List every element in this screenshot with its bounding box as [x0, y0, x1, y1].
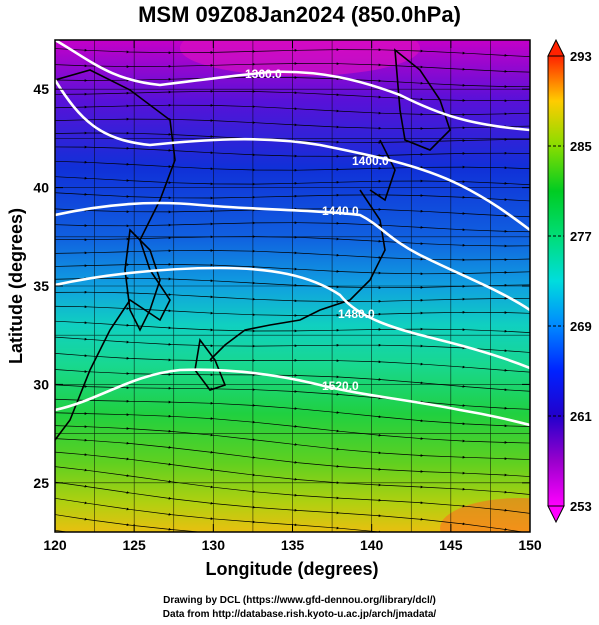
x-tick-label: 125 [122, 537, 146, 553]
contour-1480 [55, 266, 530, 370]
contour-1360 [55, 40, 530, 132]
colorbar-label: 253 [570, 499, 592, 514]
x-tick-label: 150 [518, 537, 542, 553]
streamline [55, 62, 530, 73]
map-title: MSM 09Z08Jan2024 (850.0hPa) [138, 2, 461, 27]
contour-label-1520: 1520.0 [322, 379, 359, 393]
streamline [55, 103, 530, 117]
y-tick-label: 35 [33, 278, 49, 294]
contour-1400 [55, 79, 530, 232]
streamline [55, 192, 530, 202]
contour-label-1480: 1480.0 [338, 307, 375, 321]
streamline [55, 145, 530, 158]
streamline [55, 336, 530, 353]
streamline [55, 320, 530, 333]
streamline [55, 290, 530, 303]
streamline [55, 176, 530, 186]
y-tick-label: 40 [33, 180, 49, 196]
x-tick-label: 135 [281, 537, 305, 553]
colorbar-label: 277 [570, 229, 592, 244]
colorbar: 253 261 269 277 285 293 [547, 38, 592, 524]
streamline [55, 353, 530, 373]
streamline [55, 221, 530, 233]
x-tick-label: 120 [43, 537, 67, 553]
streamline [55, 117, 530, 130]
y-axis-label: Latitude (degrees) [6, 208, 26, 364]
streamline [55, 249, 530, 262]
y-tick-label: 30 [33, 376, 49, 392]
x-tick-label: 130 [202, 537, 226, 553]
footer-data-credit: Data from http://database.rish.kyoto-u.a… [162, 609, 437, 620]
contour-1440 [55, 201, 530, 312]
contour-1520 [55, 368, 530, 427]
streamline [55, 89, 530, 103]
streamline [55, 305, 530, 317]
colorbar-label: 285 [570, 139, 592, 154]
streamline [55, 207, 530, 218]
footer-drawing-credit: Drawing by DCL (https://www.gfd-dennou.o… [163, 595, 436, 606]
y-tick-label: 25 [33, 475, 49, 491]
contour-label-1400: 1400.0 [352, 154, 389, 168]
streamline [55, 160, 530, 172]
colorbar-label: 269 [570, 319, 592, 334]
x-tick-label: 140 [360, 537, 384, 553]
streamline [55, 514, 508, 532]
x-tick-label: 145 [439, 537, 463, 553]
colorbar-label: 293 [570, 49, 592, 64]
colorbar-label: 261 [570, 409, 592, 424]
streamline [55, 48, 530, 58]
streamline [55, 235, 530, 248]
streamline [55, 262, 530, 276]
y-tick-label: 45 [33, 81, 49, 97]
contour-label-1360: 1360.0 [245, 67, 282, 81]
x-axis-label: Longitude (degrees) [205, 559, 378, 579]
contour-label-1440: 1440.0 [322, 204, 359, 218]
